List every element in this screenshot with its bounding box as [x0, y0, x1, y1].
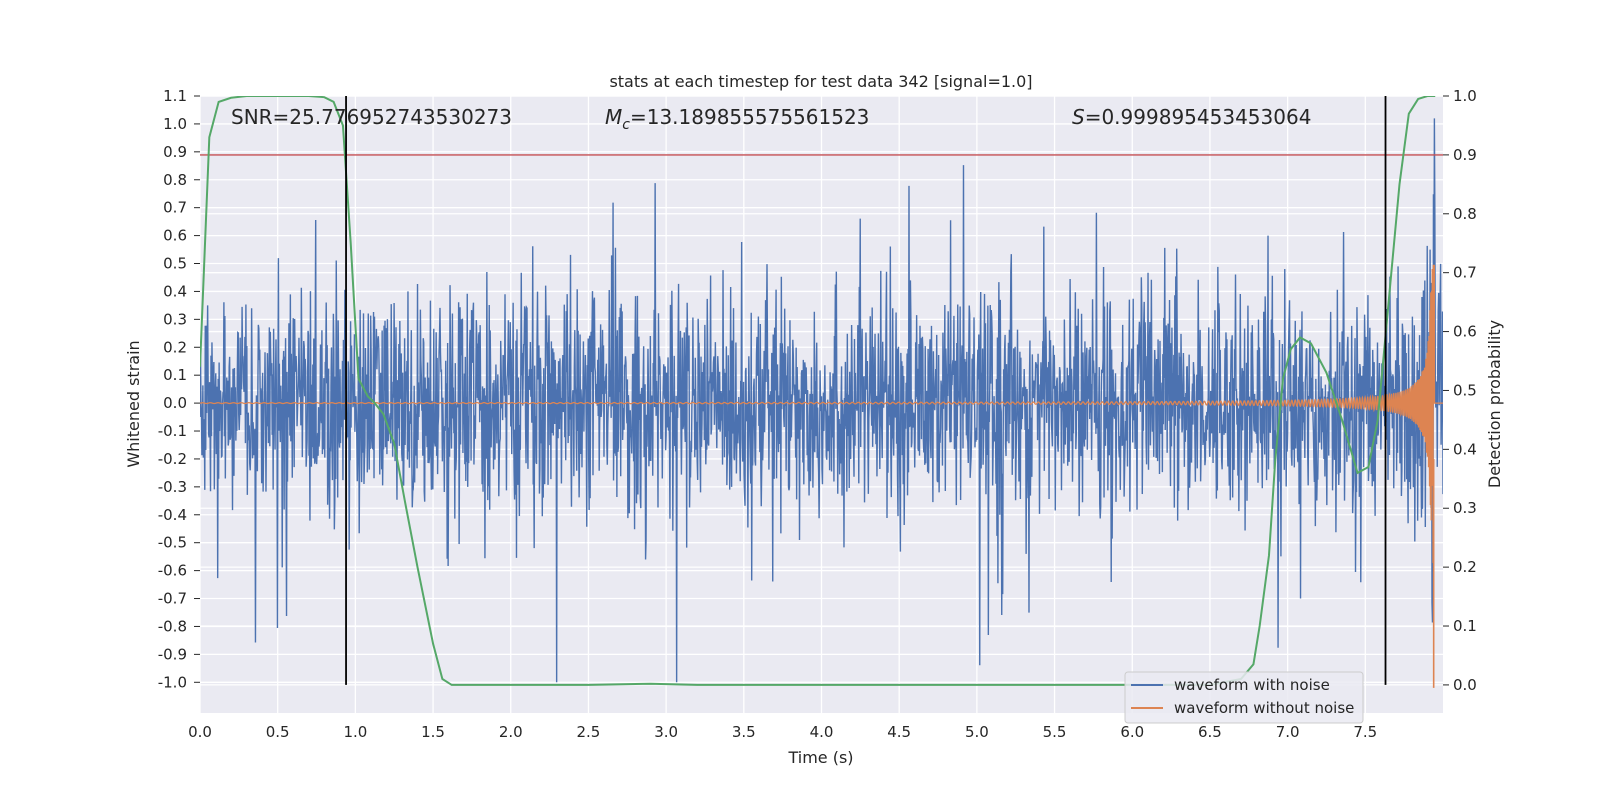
y-tick-label: 0.3 [163, 310, 187, 328]
y-tick-labels: 1.1 1.0 0.9 0.8 0.7 0.6 0.5 0.4 0.3 0.2 0.1 0.0 -0.1… [158, 87, 200, 691]
y2-tick-label: 0.6 [1453, 323, 1477, 341]
y-tick-label: -0.1 [158, 422, 187, 440]
x-tick-label: 7.0 [1276, 723, 1300, 741]
y-axis-label: Whitened strain [124, 340, 143, 467]
series-waveform-with-noise [200, 118, 1443, 683]
y-tick-label: -0.4 [158, 506, 187, 524]
legend-label-clean: waveform without noise [1174, 699, 1354, 717]
y-tick-label: 0.9 [163, 143, 187, 161]
y-tick-label: -0.7 [158, 590, 187, 608]
y-tick-label: 0.4 [163, 282, 187, 300]
legend-label-noise: waveform with noise [1174, 676, 1330, 694]
y-tick-label: 0.1 [163, 366, 187, 384]
y-tick-label: 0.8 [163, 171, 187, 189]
y-tick-label: -0.2 [158, 450, 187, 468]
chart-title: stats at each timestep for test data 342… [609, 72, 1032, 91]
series-detection-probability [200, 96, 1436, 686]
x-tick-label: 0.0 [188, 723, 212, 741]
y2-tick-labels: 1.0 0.9 0.8 0.7 0.6 0.5 0.4 0.3 0.2 0.1 0.0 [1443, 87, 1477, 694]
chirp-mass-annotation: Mc=13.189855575561523 [605, 105, 869, 133]
y2-tick-label: 0.4 [1453, 440, 1477, 458]
x-tick-label: 1.5 [421, 723, 445, 741]
y2-tick-label: 0.1 [1453, 617, 1477, 635]
y-tick-label: -0.3 [158, 478, 187, 496]
y-tick-label: -0.9 [158, 645, 187, 663]
y2-tick-label: 0.8 [1453, 205, 1477, 223]
y2-tick-label: 0.2 [1453, 558, 1477, 576]
y-tick-label: -0.5 [158, 534, 187, 552]
y-tick-label: 0.6 [163, 227, 187, 245]
x-tick-label: 2.0 [499, 723, 523, 741]
series-layer [200, 96, 1443, 688]
x-tick-label: 1.0 [343, 723, 367, 741]
x-tick-label: 3.5 [732, 723, 756, 741]
x-tick-label: 7.5 [1353, 723, 1377, 741]
legend: waveform with noise waveform without noi… [1124, 671, 1364, 724]
series-waveform-without-noise [200, 264, 1443, 564]
score-symbol: S [1072, 105, 1085, 129]
y-tick-label: 1.0 [163, 115, 187, 133]
chirp-mass-value: =13.189855575561523 [630, 105, 869, 129]
y2-tick-label: 0.3 [1453, 499, 1477, 517]
score-value: =0.999895453453064 [1085, 105, 1312, 129]
x-tick-label: 4.0 [810, 723, 834, 741]
x-tick-label: 2.5 [577, 723, 601, 741]
x-axis-label: Time (s) [787, 748, 853, 767]
x-tick-label: 6.0 [1120, 723, 1144, 741]
y-tick-label: -0.8 [158, 617, 187, 635]
x-tick-label: 3.0 [654, 723, 678, 741]
y2-tick-label: 0.7 [1453, 264, 1477, 282]
x-tick-label: 0.5 [266, 723, 290, 741]
legend-box [1124, 671, 1364, 724]
score-annotation: S=0.999895453453064 [1072, 105, 1311, 129]
y2-tick-label: 0.5 [1453, 381, 1477, 399]
y-tick-label: 1.1 [163, 87, 187, 105]
y-tick-label: -1.0 [158, 673, 187, 691]
y-tick-label: 0.7 [163, 199, 187, 217]
y-tick-label: -0.6 [158, 562, 187, 580]
x-tick-label: 5.5 [1043, 723, 1067, 741]
y2-tick-label: 1.0 [1453, 87, 1477, 105]
x-tick-label: 6.5 [1198, 723, 1222, 741]
y2-axis-label: Detection probability [1485, 320, 1504, 488]
y2-tick-label: 0.0 [1453, 676, 1477, 694]
chirp-mass-symbol: M [605, 105, 622, 129]
x-tick-labels: 0.0 0.5 1.0 1.5 2.0 2.5 3.0 3.5 4.0 4.5 5.0 5.5 6.0 6… [188, 723, 1377, 741]
chirp-mass-subscript: c [622, 117, 630, 133]
y-tick-label: 0.5 [163, 255, 187, 273]
y-tick-label: 0.0 [163, 394, 187, 412]
y-tick-label: 0.2 [163, 338, 187, 356]
y2-tick-label: 0.9 [1453, 146, 1477, 164]
x-tick-label: 4.5 [887, 723, 911, 741]
snr-annotation: SNR=25.776952743530273 [231, 105, 512, 129]
x-tick-label: 5.0 [965, 723, 989, 741]
